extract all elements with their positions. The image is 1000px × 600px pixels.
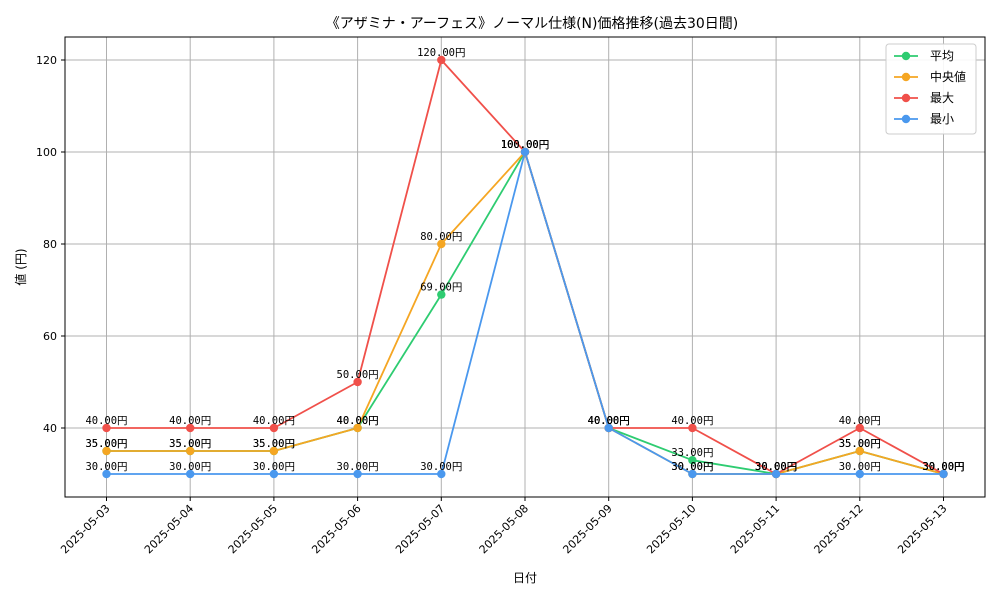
- y-tick-label: 120: [36, 54, 57, 67]
- data-label-median: 80.00円: [420, 231, 462, 243]
- data-label-avg: 69.00円: [420, 282, 462, 294]
- data-label-max: 120.00円: [417, 47, 465, 59]
- data-label-max: 40.00円: [671, 415, 713, 427]
- legend-label-avg: 平均: [930, 49, 954, 63]
- data-label-avg: 33.00円: [671, 447, 713, 459]
- data-label-avg: 40.00円: [337, 415, 379, 427]
- data-label-min: 30.00円: [169, 461, 211, 473]
- point-median: [353, 423, 362, 433]
- point-median: [102, 446, 111, 456]
- point-max: [186, 423, 195, 433]
- y-axis: 40 60 80 100 120: [36, 54, 65, 435]
- point-min: [939, 469, 948, 479]
- data-label-avg: 35.00円: [253, 438, 295, 450]
- data-label-median: 30.00円: [922, 461, 964, 473]
- data-label-median: 35.00円: [839, 438, 881, 450]
- data-label-avg: 40.00円: [588, 415, 630, 427]
- point-max: [855, 423, 864, 433]
- data-label-max: 30.00円: [755, 461, 797, 473]
- legend-label-max: 最大: [930, 91, 954, 105]
- y-tick-label: 60: [43, 330, 57, 343]
- point-avg: [437, 290, 446, 299]
- point-median: [437, 239, 446, 249]
- y-tick-label: 40: [43, 422, 57, 435]
- data-label-median: 35.00円: [169, 438, 211, 450]
- legend-label-min: 最小: [930, 112, 954, 126]
- data-label-min: 30.00円: [85, 461, 127, 473]
- legend-box: [885, 43, 977, 135]
- data-label-min: 30.00円: [922, 461, 964, 473]
- point-max: [353, 377, 362, 387]
- x-axis-title: 日付: [513, 571, 537, 585]
- data-points: [102, 55, 948, 479]
- y-tick-label: 80: [43, 238, 57, 251]
- data-label-max: 40.00円: [253, 415, 295, 427]
- data-label-avg: 35.00円: [169, 438, 211, 450]
- data-label-avg: 30.00円: [922, 461, 964, 473]
- point-min: [186, 469, 195, 479]
- legend-marker-min: [901, 114, 911, 124]
- chart-title: 《アザミナ・アーフェス》ノーマル仕様(N)価格推移(過去30日間): [326, 16, 738, 32]
- data-label-max: 40.00円: [169, 415, 211, 427]
- data-label-avg: 30.00円: [755, 461, 797, 473]
- point-min: [771, 469, 781, 479]
- data-label-median: 40.00円: [337, 415, 379, 427]
- data-label-min: 30.00円: [755, 461, 797, 473]
- data-label-min: 30.00円: [671, 461, 713, 473]
- data-label-avg: 100.00円: [501, 139, 549, 151]
- y-tick-label: 100: [36, 146, 57, 159]
- point-max: [102, 423, 111, 433]
- data-label-min: 100.00円: [501, 139, 549, 151]
- data-label-min: 30.00円: [253, 461, 295, 473]
- legend-marker-avg: [901, 51, 911, 61]
- data-label-max: 50.00円: [337, 369, 379, 381]
- point-median: [855, 446, 864, 456]
- legend-marker-max: [901, 93, 911, 103]
- data-label-max: 40.00円: [588, 415, 630, 427]
- data-label-median: 40.00円: [588, 415, 630, 427]
- data-label-min: 30.00円: [337, 461, 379, 473]
- legend-marker-median: [901, 72, 911, 82]
- data-label-min: 40.00円: [588, 415, 630, 427]
- data-labels: 35.00円 35.00円 35.00円 40.00円 69.00円 100.00円 40.…: [85, 47, 964, 473]
- data-label-median: 100.00円: [501, 139, 549, 151]
- point-max: [437, 55, 446, 65]
- point-max: [269, 423, 279, 433]
- data-label-min: 30.00円: [420, 461, 462, 473]
- point-avg: [688, 456, 697, 465]
- data-label-max: 100.00円: [501, 139, 549, 151]
- point-max: [688, 423, 697, 433]
- point-min: [604, 423, 613, 433]
- point-min: [437, 469, 446, 479]
- point-min: [353, 469, 362, 479]
- data-label-max: 40.00円: [85, 415, 127, 427]
- point-min: [269, 469, 279, 479]
- data-label-avg: 35.00円: [839, 438, 881, 450]
- point-median: [186, 446, 195, 456]
- point-median: [269, 446, 279, 456]
- data-label-min: 30.00円: [839, 461, 881, 473]
- data-label-max: 40.00円: [839, 415, 881, 427]
- data-label-avg: 35.00円: [85, 438, 127, 450]
- data-label-median: 30.00円: [755, 461, 797, 473]
- y-axis-title: 値 (円): [13, 248, 28, 285]
- data-label-max: 30.00円: [922, 461, 964, 473]
- data-label-median: 35.00円: [85, 438, 127, 450]
- point-min: [102, 469, 111, 479]
- legend-label-median: 中央値: [930, 69, 966, 84]
- data-label-median: 30.00円: [671, 461, 713, 473]
- point-min: [855, 469, 864, 479]
- point-min: [688, 469, 697, 479]
- data-label-median: 35.00円: [253, 438, 295, 450]
- point-min: [520, 147, 530, 157]
